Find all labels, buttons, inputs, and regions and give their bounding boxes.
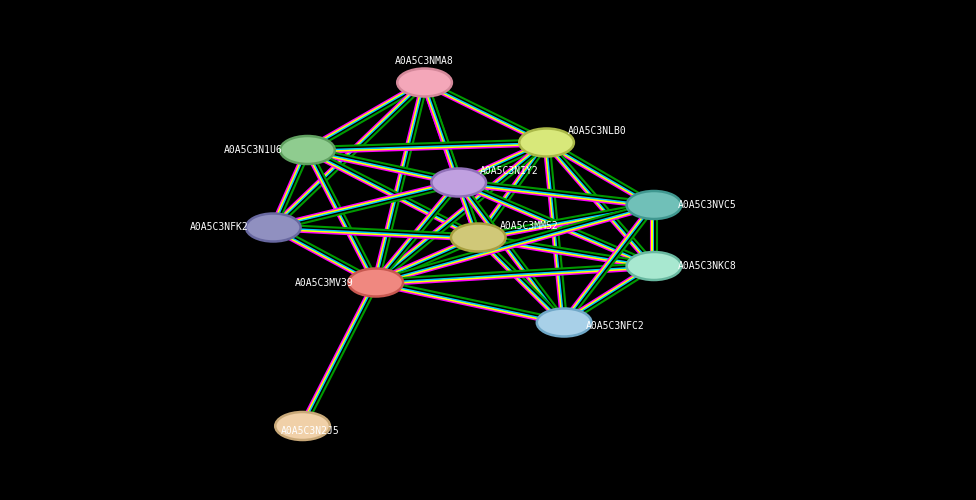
Text: A0A5C3NFK2: A0A5C3NFK2 — [190, 222, 249, 232]
Circle shape — [275, 412, 330, 440]
Text: A0A5C3MMS2: A0A5C3MMS2 — [500, 221, 558, 231]
Circle shape — [348, 268, 403, 296]
Text: A0A5C3N2J5: A0A5C3N2J5 — [281, 426, 340, 436]
Circle shape — [397, 68, 452, 96]
Circle shape — [246, 214, 301, 242]
Circle shape — [627, 252, 681, 280]
Text: A0A5C3NKC8: A0A5C3NKC8 — [677, 261, 736, 271]
Circle shape — [451, 224, 506, 252]
Text: A0A5C3NVC5: A0A5C3NVC5 — [677, 200, 736, 210]
Circle shape — [537, 308, 591, 336]
Circle shape — [431, 168, 486, 196]
Text: A0A5C3MV39: A0A5C3MV39 — [295, 278, 353, 287]
Text: A0A5C3N1U6: A0A5C3N1U6 — [224, 145, 283, 155]
Circle shape — [280, 136, 335, 164]
Text: A0A5C3NFC2: A0A5C3NFC2 — [586, 321, 644, 331]
Text: A0A5C3NIY2: A0A5C3NIY2 — [480, 166, 539, 176]
Text: A0A5C3NLB0: A0A5C3NLB0 — [568, 126, 627, 136]
Text: A0A5C3NMA8: A0A5C3NMA8 — [395, 56, 454, 66]
Circle shape — [519, 128, 574, 156]
Circle shape — [627, 191, 681, 219]
